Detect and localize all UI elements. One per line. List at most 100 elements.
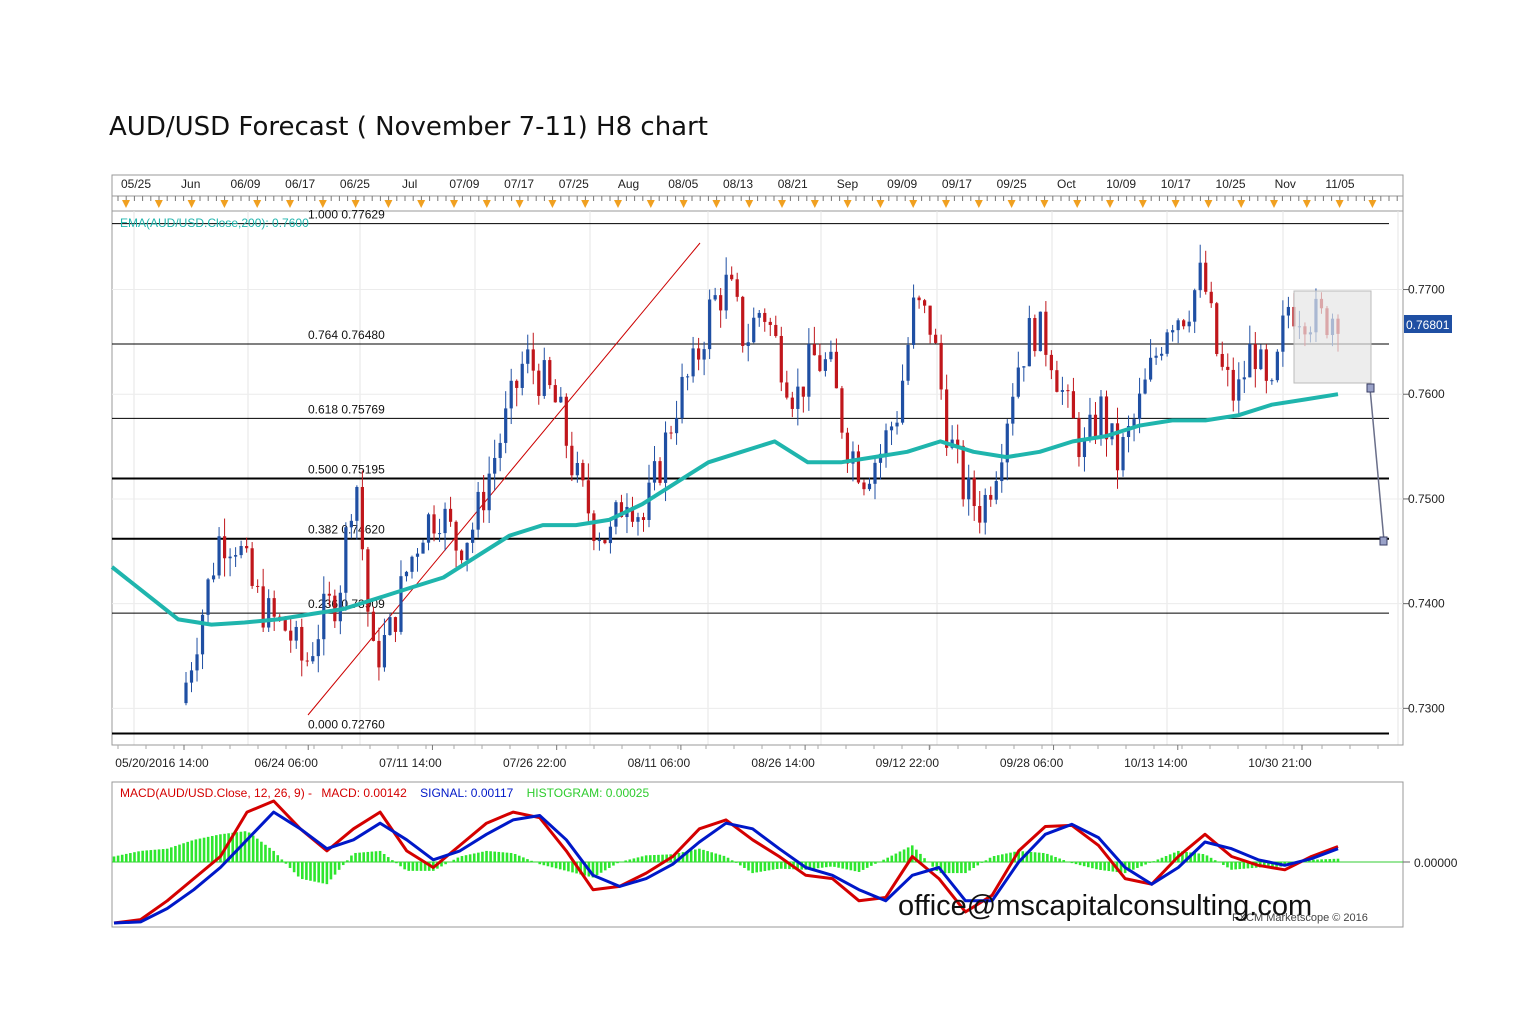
candle-body bbox=[388, 617, 392, 636]
fib-level-label: 0.618 0.75769 bbox=[308, 402, 385, 416]
candle-body bbox=[845, 432, 850, 464]
candle-body bbox=[272, 598, 276, 617]
candle-body bbox=[476, 491, 480, 530]
session-marker bbox=[154, 200, 163, 208]
candle-body bbox=[663, 432, 668, 483]
candle-body bbox=[1071, 391, 1076, 419]
top-date-label: Aug bbox=[618, 177, 639, 191]
session-marker bbox=[1335, 200, 1344, 208]
session-marker bbox=[778, 200, 786, 208]
top-date-label: Sep bbox=[837, 177, 859, 191]
macd-legend: MACD(AUD/USD.Close, 12, 26, 9) - MACD: 0… bbox=[120, 786, 649, 800]
candle-body bbox=[581, 462, 585, 481]
session-marker bbox=[876, 200, 885, 208]
ema-legend: EMA(AUD/USD.Close,200): 0.7600 bbox=[120, 216, 309, 230]
candle-body bbox=[674, 418, 679, 434]
price-axis-label: 0.7300 bbox=[1408, 701, 1445, 715]
projection-point-bottom bbox=[1379, 536, 1388, 546]
candle-body bbox=[189, 670, 194, 683]
candle-body bbox=[1253, 344, 1257, 370]
candle-body bbox=[1198, 262, 1202, 291]
top-scale-frame bbox=[111, 174, 1404, 212]
candle-body bbox=[1171, 330, 1175, 333]
macd-histogram bbox=[112, 831, 1340, 885]
candle-body bbox=[878, 453, 883, 463]
candle-body bbox=[867, 483, 872, 490]
bottom-date-label: 08/11 06:00 bbox=[628, 756, 691, 770]
candle-body bbox=[1055, 370, 1059, 392]
candle-body bbox=[349, 520, 353, 528]
session-marker bbox=[1302, 200, 1311, 208]
candle-body bbox=[763, 312, 767, 322]
bottom-date-label: 10/30 21:00 bbox=[1248, 756, 1312, 770]
candle-body bbox=[994, 481, 998, 500]
candle-body bbox=[884, 430, 888, 454]
price-axis-label: 0.7600 bbox=[1408, 387, 1445, 401]
candle-body bbox=[586, 480, 590, 514]
candle-body bbox=[1264, 349, 1268, 381]
session-marker bbox=[1073, 200, 1082, 208]
projection-point-top bbox=[1366, 383, 1375, 393]
candle-body bbox=[708, 299, 712, 350]
candle-body bbox=[724, 274, 728, 311]
candle-body bbox=[1027, 318, 1031, 367]
session-marker bbox=[679, 200, 688, 208]
candle-body bbox=[228, 556, 232, 559]
bottom-date-scale: 05/20/2016 14:00 06/24 06:00 07/11 14:00 07… bbox=[112, 744, 1403, 770]
candle-body bbox=[1022, 366, 1026, 368]
candle-body bbox=[564, 396, 568, 446]
session-marker bbox=[1237, 200, 1246, 208]
candle-body bbox=[1011, 396, 1015, 424]
candle-body bbox=[222, 536, 227, 559]
candle-body bbox=[421, 542, 425, 554]
macd-panel: MACD(AUD/USD.Close, 12, 26, 9) - MACD: 0… bbox=[111, 781, 1458, 928]
candle-body bbox=[1148, 357, 1153, 380]
top-date-label: 09/17 bbox=[942, 177, 972, 191]
candle-body bbox=[735, 279, 739, 297]
candle-body bbox=[790, 397, 794, 409]
session-marker bbox=[122, 200, 130, 208]
top-date-label: 06/09 bbox=[230, 177, 260, 191]
candle-body bbox=[404, 571, 409, 577]
candle-body bbox=[239, 546, 243, 556]
session-marker bbox=[909, 200, 918, 208]
candle-body bbox=[757, 312, 761, 318]
candle-body bbox=[956, 439, 960, 446]
top-date-label: 05/25 bbox=[121, 177, 151, 191]
candle-body bbox=[862, 482, 866, 490]
candle-body bbox=[305, 660, 309, 662]
candle-body bbox=[597, 540, 601, 542]
candle-body bbox=[603, 540, 607, 544]
candle-body bbox=[730, 274, 734, 280]
candle-body bbox=[217, 536, 221, 576]
candle-body bbox=[1281, 315, 1285, 352]
candle-body bbox=[520, 363, 524, 388]
candle-body bbox=[1044, 311, 1048, 355]
candle-body bbox=[537, 370, 541, 396]
price-axis: 0.7700 0.7600 0.7500 0.7400 0.7300 bbox=[1403, 283, 1445, 715]
candle-body bbox=[184, 682, 188, 704]
candle-body bbox=[1176, 320, 1180, 331]
session-marker bbox=[1106, 200, 1114, 208]
session-marker bbox=[1270, 200, 1278, 208]
price-axis-label: 0.7500 bbox=[1408, 492, 1445, 506]
session-marker bbox=[318, 200, 327, 208]
candle-body bbox=[256, 585, 260, 587]
candle-body bbox=[1209, 291, 1213, 304]
session-marker bbox=[810, 200, 819, 208]
top-date-label: Jul bbox=[402, 177, 417, 191]
candle-body bbox=[608, 526, 613, 544]
price-axis-label: 0.7400 bbox=[1408, 597, 1445, 611]
macd-legend-signal: SIGNAL: 0.00117 bbox=[420, 786, 513, 800]
candle-body bbox=[371, 611, 376, 641]
macd-legend-main: MACD(AUD/USD.Close, 12, 26, 9) - bbox=[120, 786, 312, 800]
candle-body bbox=[829, 351, 833, 360]
candle-body bbox=[702, 349, 706, 360]
candle-body bbox=[1275, 351, 1279, 381]
chart-title: AUD/USD Forecast ( November 7-11) H8 cha… bbox=[109, 112, 708, 142]
candle-body bbox=[1143, 379, 1147, 394]
candle-body bbox=[294, 626, 298, 641]
candle-body bbox=[1154, 355, 1158, 358]
candle-body bbox=[548, 360, 552, 386]
session-marker bbox=[1368, 200, 1377, 208]
